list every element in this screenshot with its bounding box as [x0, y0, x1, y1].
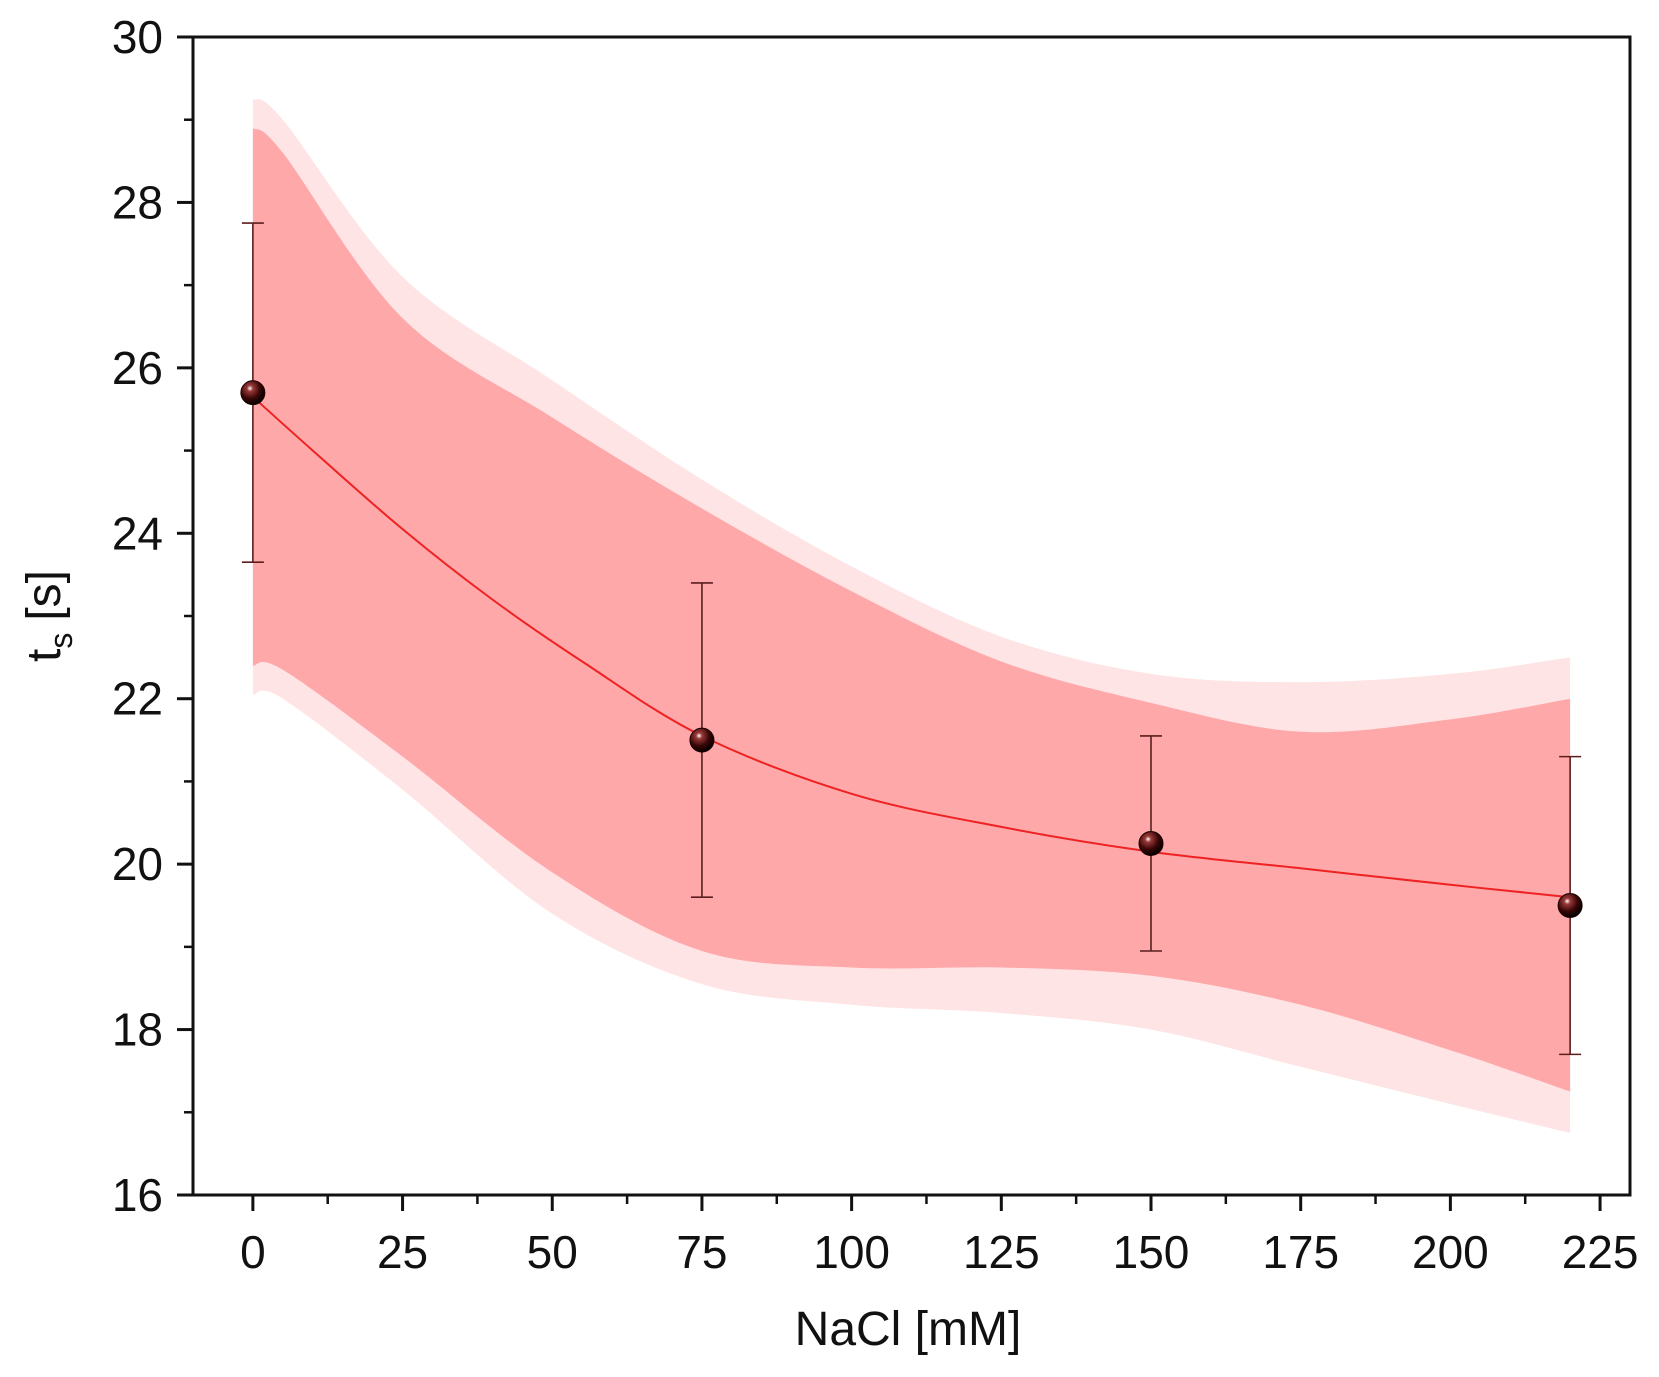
y-tick-label: 26	[112, 342, 163, 394]
y-axis-title-unit: [s]	[18, 570, 71, 621]
y-tick-label: 28	[112, 176, 163, 228]
data-point	[689, 727, 715, 753]
y-tick-label: 16	[112, 1169, 163, 1221]
x-tick-label: 0	[240, 1226, 266, 1278]
y-tick-label: 22	[112, 673, 163, 725]
x-tick-label: 150	[1113, 1226, 1190, 1278]
y-axis-ticks: 16 18 20 22 24 26 28 30	[112, 11, 193, 1221]
x-tick-label: 100	[813, 1226, 890, 1278]
y-tick-label: 30	[112, 11, 163, 63]
x-axis-ticks: 0 25 50 75 100 125 150 175 200 225	[240, 1195, 1638, 1278]
y-axis-title-main: t	[18, 649, 71, 662]
data-point	[1138, 830, 1164, 856]
x-tick-label: 175	[1262, 1226, 1339, 1278]
fit-curve	[252, 396, 1571, 899]
data-point	[1557, 893, 1583, 918]
x-tick-label: 200	[1412, 1226, 1489, 1278]
svg-text:ts[s]: ts [s]	[18, 570, 79, 662]
x-tick-label: 50	[527, 1226, 578, 1278]
data-point	[240, 380, 266, 406]
x-tick-label: 75	[676, 1226, 727, 1278]
y-tick-label: 20	[112, 838, 163, 890]
x-tick-label: 125	[963, 1226, 1040, 1278]
y-tick-label: 18	[112, 1004, 163, 1056]
data-markers	[240, 380, 1583, 918]
x-tick-label: 225	[1562, 1226, 1639, 1278]
y-axis-title: ts [s]	[18, 570, 79, 662]
confidence-band	[252, 127, 1571, 1092]
plot-area	[240, 99, 1583, 1133]
x-axis-title: NaCl [mM]	[795, 1303, 1022, 1356]
x-tick-label: 25	[377, 1226, 428, 1278]
y-axis-title-sub: s	[43, 633, 79, 649]
y-tick-label: 24	[112, 507, 163, 559]
